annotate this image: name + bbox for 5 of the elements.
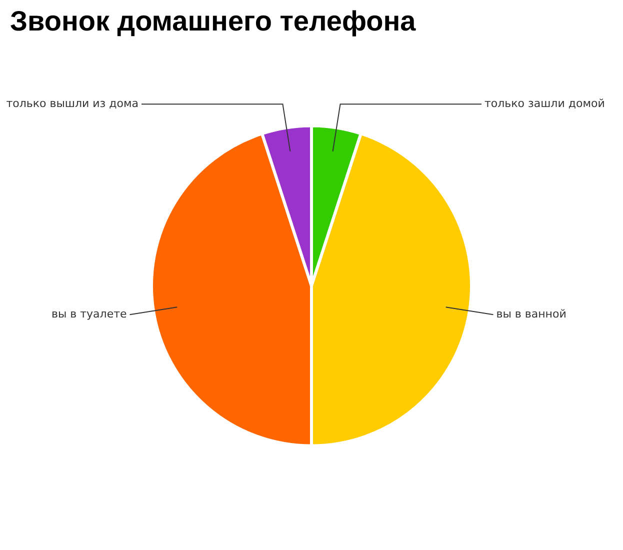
slice-label: только зашли домой <box>484 96 605 110</box>
slice-label: вы в туалете <box>51 307 127 320</box>
slice-label: вы в ванной <box>496 307 566 320</box>
chart-title: Звонок домашнего телефона <box>10 6 416 37</box>
slice-label: только вышли из дома <box>6 96 138 110</box>
